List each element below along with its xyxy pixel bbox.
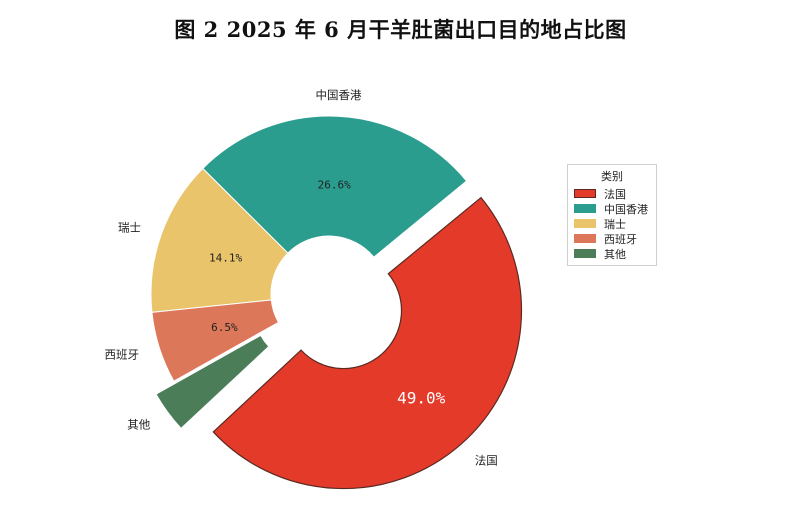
slice-0	[212, 196, 523, 490]
legend-swatch-4	[574, 249, 596, 258]
slice-pct-1: 26.6%	[318, 178, 351, 191]
legend-item-4: 其他	[568, 246, 656, 261]
legend-item-3: 西班牙	[568, 231, 656, 246]
legend-item-2: 瑞士	[568, 216, 656, 231]
legend-label-3: 西班牙	[604, 232, 637, 246]
legend-label-1: 中国香港	[604, 202, 648, 216]
legend-item-0: 法国	[568, 186, 656, 201]
slice-3	[151, 299, 280, 382]
legend-swatch-0	[574, 189, 596, 198]
slice-label-4: 其他	[127, 418, 150, 432]
legend-swatch-1	[574, 204, 596, 213]
legend-label-0: 法国	[604, 187, 626, 201]
chart-title: 图 2 2025 年 6 月干羊肚菌出口目的地占比图	[174, 17, 627, 42]
legend-label-2: 瑞士	[604, 217, 626, 231]
legend-swatch-3	[574, 234, 596, 243]
slice-4	[155, 334, 270, 430]
slice-label-1: 中国香港	[315, 88, 361, 102]
labels-group: 法国 49.0% 中国香港 26.6% 瑞士 14.1% 西班牙 6.5% 其他	[104, 88, 497, 468]
slice-label-2: 瑞士	[118, 221, 141, 235]
slice-pct-3: 6.5%	[211, 321, 238, 334]
legend-swatch-2	[574, 219, 596, 228]
legend: 类别 法国 中国香港 瑞士 西班牙 其他	[567, 164, 657, 266]
slice-pct-0: 49.0%	[397, 388, 446, 407]
legend-item-1: 中国香港	[568, 201, 656, 216]
legend-items: 法国 中国香港 瑞士 西班牙 其他	[568, 186, 656, 261]
slices-group	[150, 115, 523, 490]
slice-label-3: 西班牙	[104, 347, 139, 361]
legend-label-4: 其他	[604, 247, 626, 261]
slice-pct-2: 14.1%	[209, 251, 242, 264]
slice-label-0: 法国	[475, 454, 498, 468]
slice-2	[150, 167, 289, 313]
slice-1	[202, 115, 468, 258]
legend-title: 类别	[601, 170, 623, 183]
